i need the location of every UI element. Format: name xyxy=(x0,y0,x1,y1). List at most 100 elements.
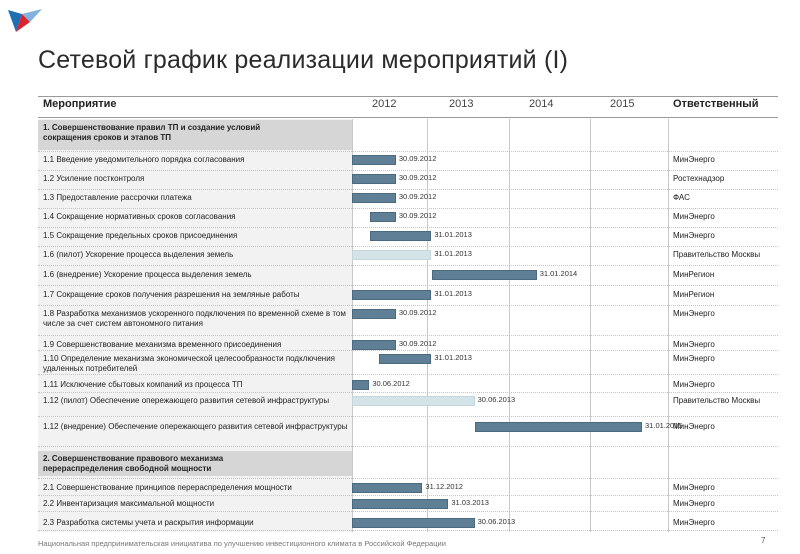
row-divider xyxy=(38,350,778,351)
header-responsible: Ответственный xyxy=(673,98,759,110)
header-year-2014: 2014 xyxy=(529,98,554,110)
end-date-label: 31.01.2014 xyxy=(539,269,578,278)
gantt-bar xyxy=(352,174,396,184)
activity-label: 1.5 Сокращение предельных сроков присоед… xyxy=(43,231,238,240)
year-divider xyxy=(668,119,669,532)
responsible-label: МинЭнерго xyxy=(673,212,715,221)
footer-text: Национальная предпринимательская инициат… xyxy=(38,539,446,548)
year-divider xyxy=(427,119,428,532)
end-date-label: 31.01.2013 xyxy=(434,289,472,298)
gantt-bar xyxy=(352,380,370,390)
activity-label: 1.12 (внедрение) Обеспечение опережающег… xyxy=(43,422,348,431)
end-date-label: 30.09.2012 xyxy=(398,308,437,317)
row-divider xyxy=(38,265,778,266)
end-date-label: 30.09.2012 xyxy=(398,154,437,163)
activity-label: 2.3 Разработка системы учета и раскрытия… xyxy=(43,518,254,527)
responsible-label: МинЭнерго xyxy=(673,380,715,389)
end-date-label: 31.01.2013 xyxy=(434,249,472,258)
row-divider xyxy=(38,530,778,531)
row-divider xyxy=(38,170,778,171)
activity-label: 1.4 Сокращение нормативных сроков соглас… xyxy=(43,212,236,221)
section-heading: 1. Совершенствование правил ТП и создани… xyxy=(43,123,261,142)
responsible-label: МинЭнерго xyxy=(673,499,715,508)
row-divider xyxy=(38,305,778,306)
end-date-label: 30.06.2013 xyxy=(477,395,516,404)
responsible-label: МинЭнерго xyxy=(673,155,715,164)
end-date-label: 31.12.2012 xyxy=(425,482,463,491)
gantt-bar xyxy=(474,422,642,432)
activity-label: 1.10 Определение механизма экономической… xyxy=(43,354,336,373)
responsible-label: МинЭнерго xyxy=(673,422,715,431)
end-date-label: 30.09.2012 xyxy=(398,173,437,182)
gantt-bar xyxy=(352,340,396,350)
row-divider xyxy=(38,392,778,393)
responsible-label: Ростехнадзор xyxy=(673,174,725,183)
page-number: 7 xyxy=(761,536,766,545)
row-divider xyxy=(38,335,778,336)
gantt-bar xyxy=(369,212,396,222)
gantt-bar xyxy=(369,231,432,241)
section-2-background xyxy=(38,451,352,476)
responsible-label: МинЭнерго xyxy=(673,518,715,527)
end-date-label: 30.09.2012 xyxy=(398,211,437,220)
gantt-bar xyxy=(431,270,537,280)
gantt-bar xyxy=(352,193,396,203)
responsible-label: МинЭнерго xyxy=(673,483,715,492)
activity-label: 2.2 Инвентаризация максимальной мощности xyxy=(43,499,215,508)
activity-label: 1.9 Совершенствование механизма временно… xyxy=(43,340,282,349)
end-date-label: 30.09.2012 xyxy=(398,339,437,348)
header-year-2012: 2012 xyxy=(372,98,397,110)
activity-label: 1.12 (пилот) Обеспечение опережающего ра… xyxy=(43,396,330,405)
end-date-label: 31.03.2013 xyxy=(451,498,489,507)
gantt-bar xyxy=(352,155,396,165)
year-divider xyxy=(590,119,591,532)
gantt-bar xyxy=(352,396,475,406)
gantt-bar xyxy=(352,290,432,300)
end-date-label: 30.09.2012 xyxy=(398,192,437,201)
row-divider xyxy=(38,246,778,247)
gantt-bar xyxy=(352,499,449,509)
activity-label: 2.1 Совершенствование принципов перерасп… xyxy=(43,483,292,492)
gantt-bar xyxy=(378,354,432,364)
page-title: Сетевой график реализации мероприятий (I… xyxy=(38,46,569,74)
row-divider xyxy=(38,151,778,152)
row-divider xyxy=(38,208,778,209)
responsible-label: ФАС xyxy=(673,193,690,202)
end-date-label: 30.06.2012 xyxy=(372,379,410,388)
responsible-label: МинРегион xyxy=(673,270,715,279)
year-divider xyxy=(509,119,510,532)
end-date-label: 31.01.2015 xyxy=(645,421,683,430)
row-divider xyxy=(38,446,778,447)
activity-label: 1.3 Предоставление рассрочки платежа xyxy=(43,193,192,202)
activity-label: 1.11 Исключение сбытовых компаний из про… xyxy=(43,380,243,389)
responsible-label: МинЭнерго xyxy=(673,231,715,240)
end-date-label: 30.06.2013 xyxy=(477,517,516,526)
header-bottom-rule xyxy=(38,117,778,118)
row-divider xyxy=(38,227,778,228)
activity-label: 1.8 Разработка механизмов ускоренного по… xyxy=(43,309,346,328)
header-year-2013: 2013 xyxy=(449,98,474,110)
end-date-label: 31.01.2013 xyxy=(434,353,472,362)
row-divider xyxy=(38,478,778,479)
gantt-bar xyxy=(352,250,432,260)
responsible-label: МинЭнерго xyxy=(673,340,715,349)
row-divider xyxy=(38,511,778,512)
responsible-label: Правительство Москвы xyxy=(673,396,761,405)
header-year-2015: 2015 xyxy=(610,98,635,110)
responsible-label: МинРегион xyxy=(673,290,715,299)
gantt-bar xyxy=(352,309,396,319)
row-divider xyxy=(38,416,778,417)
header-activity: Мероприятие xyxy=(43,98,117,110)
gantt-bar xyxy=(352,483,423,493)
activity-label: 1.6 (внедрение) Ускорение процесса выдел… xyxy=(43,270,252,279)
section-heading: 2. Совершенствование правового механизма… xyxy=(43,454,224,473)
responsible-label: МинЭнерго xyxy=(673,309,715,318)
activity-label: 1.1 Введение уведомительного порядка сог… xyxy=(43,155,245,164)
logo xyxy=(6,6,46,36)
row-divider xyxy=(38,495,778,496)
activity-label: 1.7 Сокращение сроков получения разрешен… xyxy=(43,290,300,299)
row-divider xyxy=(38,374,778,375)
gantt-bar xyxy=(352,518,475,528)
header-top-rule xyxy=(38,96,778,97)
row-divider xyxy=(38,189,778,190)
